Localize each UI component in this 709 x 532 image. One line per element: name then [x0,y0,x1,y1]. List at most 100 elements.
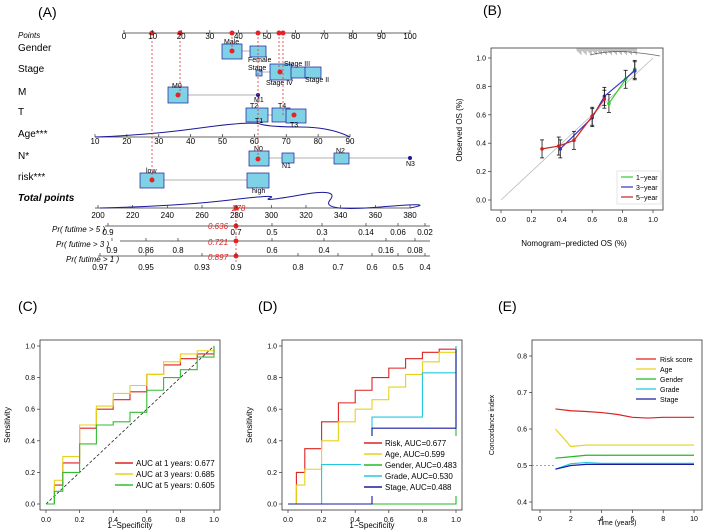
age-tick-label: 70 [282,137,291,146]
points-tick-label: 10 [148,32,157,41]
label-m0: M0 [172,83,182,90]
pr1-tick-label: 0.9 [230,263,242,272]
d-roc-curve-0 [288,346,457,505]
pr1-tick-label: 0.6 [366,263,378,272]
total-tick-label: 380 [403,211,417,220]
c-ytick-label: 0.0 [25,502,35,509]
total-tick-label: 240 [161,211,175,220]
reference-diagonal [500,57,654,201]
c-roc-curve-2 [46,346,215,505]
pred3-label: 0.721 [208,238,228,247]
b-xtick-label: 0.4 [557,217,567,224]
row-label-total: Total points [18,193,75,204]
c-ytick-label: 0.8 [25,375,35,382]
age-tick-label: 60 [250,137,259,146]
ylabel-c: Sensitivity [3,407,12,443]
xlabel-e: Time (years) [597,520,636,527]
pr1-tick-label: 0.97 [92,263,108,272]
plot-frame-c [39,339,221,511]
plot-frame-d [281,339,463,511]
total-density [99,191,421,209]
pr1-tick-label: 0.93 [194,263,210,272]
pr5-tick-label: 0.7 [230,228,242,237]
legend-c-3: AUC at 3 years: 0.685 [136,470,215,479]
d-ytick-label: 0.6 [267,407,277,414]
d-ytick-label: 0.8 [267,375,277,382]
pr5-tick-label: 0.3 [316,228,328,237]
age-tick-label: 90 [346,137,355,146]
calibration-point [540,147,544,151]
b-xtick-label: 0.6 [587,217,597,224]
e-ytick-label: 0.4 [517,500,527,507]
cindex-line-2 [555,454,694,459]
xlabel-d: 1−Specificity [349,521,394,530]
e-xtick-label: 6 [630,516,634,523]
legend-b-1: 1−year [636,175,658,182]
points-tick-label: 40 [234,32,243,41]
pred1-label: 0.897 [208,253,229,262]
points-tick-label: 50 [263,32,272,41]
d-ytick-label: 1.0 [267,344,277,351]
b-ytick-label: 0.2 [476,169,486,176]
pr3-tick-label: 0.08 [407,246,423,255]
b-xtick-label: 0.0 [496,217,506,224]
c-xtick-label: 0.8 [176,517,186,524]
e-xtick-label: 0 [538,516,542,523]
dot-n3 [408,156,412,160]
pr1-tick-label: 0.8 [292,263,304,272]
points-tick-label: 70 [320,32,329,41]
ylabel-d: Sensitivity [245,407,254,443]
cindex-line-0 [555,408,694,419]
total-tick-label: 320 [299,211,313,220]
legend-c: AUC at 1 years: 0.677 AUC at 3 years: 0.… [115,459,215,490]
nomogram-ticks: 0 10 20 30 40 50 60 70 80 90 100 10 20 30 40 50 60 70 80 90… [91,30,433,272]
age-density [94,122,351,138]
c-roc-curve-1 [46,346,215,505]
legend-d: Risk, AUC=0.677 Age, AUC=0.599 Gender, A… [361,436,459,496]
b-xtick-label: 0.2 [527,217,537,224]
c-xtick-label: 0.4 [108,517,118,524]
total-score-label: 278 [231,204,246,213]
box-stage-ii [304,66,322,79]
e-xtick-label: 4 [600,516,604,523]
points-tick-label: 0 [122,32,127,41]
box-high [246,172,270,189]
roc-plot-d: 1−Specificity Sensitivity 0.0 0.2 0.4 0.6 0.… [245,339,463,530]
e-ytick-label: 0.5 [517,463,527,470]
calibration-point [632,68,637,73]
legend-e-stage: Stage [660,397,678,404]
legend-e-gender: Gender [660,377,684,384]
d-ytick-label: 0.4 [267,438,277,445]
c-ytick-label: 0.2 [25,470,35,477]
d-xtick-label: 0.8 [418,517,428,524]
b-ytick-label: 0.4 [476,141,486,148]
box-n2 [333,152,350,165]
label-t4: T4 [278,103,286,110]
age-tick-label: 80 [314,137,323,146]
calibration-point [558,147,563,151]
cindex-plot: Time (years) Concordance index 0 2 4 6 8 10 0.… [489,339,703,527]
cindex-line-1 [554,428,694,448]
pr3-tick-label: 0.86 [138,246,154,255]
total-tick-label: 200 [91,211,105,220]
b-ytick-label: 0.6 [476,112,486,119]
total-tick-label: 280 [230,211,244,220]
total-tick-label: 360 [369,211,383,220]
pr5-tick-label: 0.06 [390,228,406,237]
ylabel-e: Concordance index [489,394,496,455]
panel-label-c: (C) [18,298,37,314]
pred5-label: 0.636 [208,222,229,231]
row-label-n: N* [18,151,29,162]
label-stage-iii: Stage III [284,61,310,68]
box-t2 [245,107,269,123]
age-tick-label: 40 [186,137,195,146]
label-low: low [146,168,157,175]
legend-d-grade: Grade, AUC=0.530 [385,472,453,481]
ylabel-b: Observed OS (%) [455,98,464,161]
legend-e-grade: Grade [660,387,680,394]
d-xtick-label: 0.0 [283,517,293,524]
panel-label-d: (D) [258,298,277,314]
row-label-t: T [18,107,24,118]
label-n2: N2 [336,148,345,155]
label-high: high [252,188,265,195]
